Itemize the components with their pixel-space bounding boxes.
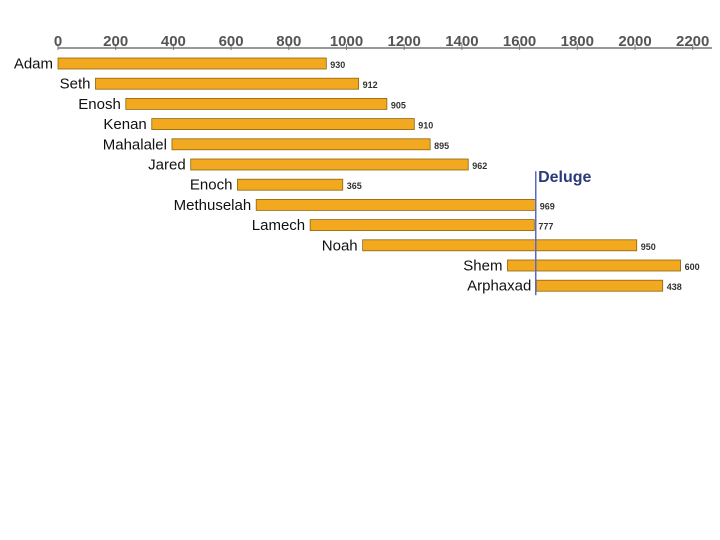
value-label: 969 bbox=[540, 201, 555, 211]
x-tick-label: 600 bbox=[219, 33, 244, 50]
x-tick-label: 1600 bbox=[503, 33, 536, 50]
bar-shem bbox=[507, 259, 681, 272]
value-label: 930 bbox=[330, 60, 345, 70]
value-label: 777 bbox=[538, 222, 553, 232]
category-label: Jared bbox=[148, 157, 186, 174]
value-label: 950 bbox=[641, 242, 656, 252]
x-tick-label: 400 bbox=[161, 33, 186, 50]
bar-noah bbox=[362, 239, 638, 252]
bar-mahalalel bbox=[171, 138, 431, 151]
bar-lamech bbox=[309, 219, 535, 232]
x-axis: 0 200 400 600 800 1000 1200 1400 1600 1800 2000 220… bbox=[54, 33, 712, 50]
x-tick-label: 0 bbox=[54, 33, 62, 50]
x-tick-label: 2000 bbox=[618, 33, 651, 50]
x-tick-label: 1200 bbox=[388, 33, 421, 50]
category-label: Lamech bbox=[252, 217, 305, 234]
x-tick-label: 1800 bbox=[561, 33, 594, 50]
annotations: Deluge bbox=[535, 169, 592, 296]
value-label: 438 bbox=[667, 282, 682, 292]
x-tick-label: 800 bbox=[276, 33, 301, 50]
category-label: Kenan bbox=[103, 116, 146, 133]
category-label: Shem bbox=[463, 258, 502, 275]
value-label: 912 bbox=[363, 80, 378, 90]
category-label: Mahalalel bbox=[103, 136, 167, 153]
bar-enosh bbox=[125, 98, 388, 110]
category-label: Adam bbox=[14, 56, 53, 73]
x-tick-label: 1400 bbox=[445, 33, 478, 50]
deluge-label: Deluge bbox=[538, 169, 591, 186]
bars: Adam 930 Seth 912 Enosh 905 Kenan 910 Mahalalel 8… bbox=[14, 56, 700, 295]
category-label: Enosh bbox=[78, 96, 121, 113]
bar-enoch bbox=[237, 178, 344, 191]
value-label: 365 bbox=[347, 181, 362, 191]
x-tick-label: 200 bbox=[103, 33, 128, 50]
category-label: Methuselah bbox=[174, 197, 252, 214]
bar-adam bbox=[57, 57, 327, 70]
bar-methuselah bbox=[255, 198, 537, 211]
bar-arphaxad bbox=[535, 279, 664, 292]
value-label: 905 bbox=[391, 100, 406, 110]
bar-jared bbox=[190, 158, 469, 171]
value-label: 895 bbox=[434, 141, 449, 151]
bar-seth bbox=[95, 77, 360, 90]
value-label: 910 bbox=[418, 121, 433, 131]
value-label: 962 bbox=[472, 161, 487, 171]
category-label: Enoch bbox=[190, 177, 233, 194]
category-label: Arphaxad bbox=[467, 278, 531, 295]
x-tick-label: 1000 bbox=[330, 33, 363, 50]
category-label: Seth bbox=[60, 76, 91, 93]
x-tick-label: 2200 bbox=[676, 33, 709, 50]
bar-kenan bbox=[151, 118, 415, 130]
value-label: 600 bbox=[685, 262, 700, 272]
category-label: Noah bbox=[322, 237, 358, 254]
